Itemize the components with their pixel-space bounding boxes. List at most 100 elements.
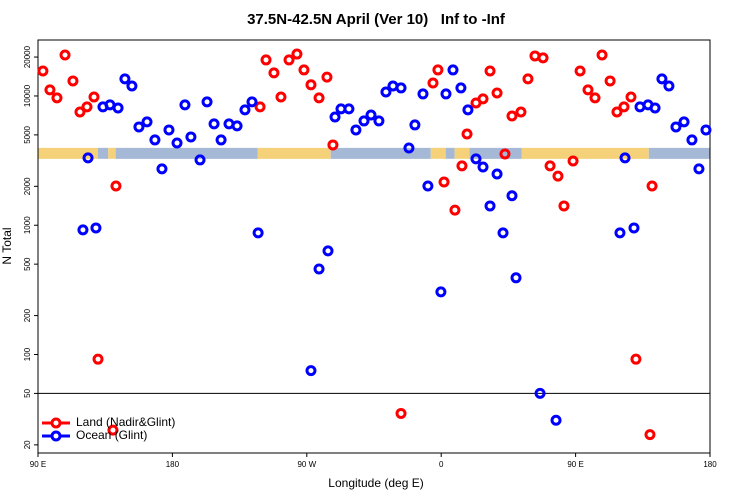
x-tick-label: 180: [703, 460, 717, 469]
x-axis-label: Longitude (deg E): [328, 476, 423, 490]
data-point: [491, 168, 503, 180]
data-point: [462, 104, 474, 116]
data-point: [231, 120, 243, 132]
data-point: [470, 153, 482, 165]
data-point: [534, 387, 546, 399]
data-point: [395, 82, 407, 94]
data-point: [275, 91, 287, 103]
data-point: [558, 200, 570, 212]
x-tick-label: 90 E: [567, 460, 583, 469]
legend-label: Land (Nadir&Glint): [76, 415, 175, 429]
data-point: [510, 272, 522, 284]
data-point: [268, 67, 280, 79]
data-point: [81, 101, 93, 113]
data-point: [126, 80, 138, 92]
data-point: [484, 200, 496, 212]
data-point: [646, 180, 658, 192]
data-point: [589, 92, 601, 104]
data-point: [208, 118, 220, 130]
y-tick-label: 1000: [23, 216, 32, 234]
data-point: [427, 77, 439, 89]
data-point: [544, 160, 556, 172]
data-point: [432, 64, 444, 76]
y-tick-label: 2000: [23, 177, 32, 195]
data-point: [435, 286, 447, 298]
data-point: [670, 121, 682, 133]
data-point: [194, 154, 206, 166]
data-point: [305, 365, 317, 377]
legend-marker: [50, 430, 62, 442]
data-point: [82, 152, 94, 164]
data-point: [201, 96, 213, 108]
data-point: [403, 142, 415, 154]
y-tick-label: 50: [23, 388, 32, 397]
data-point: [477, 93, 489, 105]
y-tick-label: 5000: [23, 125, 32, 143]
data-point: [313, 92, 325, 104]
data-point: [686, 134, 698, 146]
data-point: [239, 104, 251, 116]
data-point: [260, 54, 272, 66]
data-point: [313, 263, 325, 275]
data-point: [422, 180, 434, 192]
data-point: [506, 110, 518, 122]
data-point: [449, 204, 461, 216]
data-point: [619, 152, 631, 164]
data-point: [215, 134, 227, 146]
legend-label: Ocean (Glint): [76, 428, 147, 442]
data-point: [447, 64, 459, 76]
data-point: [491, 87, 503, 99]
data-point: [630, 353, 642, 365]
data-point: [625, 91, 637, 103]
data-point: [90, 222, 102, 234]
data-point: [552, 170, 564, 182]
data-point: [477, 161, 489, 173]
data-point: [37, 65, 49, 77]
data-point: [417, 88, 429, 100]
legend-marker: [50, 417, 62, 429]
data-point: [252, 227, 264, 239]
data-point: [656, 73, 668, 85]
data-point: [582, 84, 594, 96]
data-point: [171, 137, 183, 149]
data-point: [693, 163, 705, 175]
data-point: [322, 245, 334, 257]
data-point: [119, 73, 131, 85]
data-point: [644, 429, 656, 441]
data-point: [77, 224, 89, 236]
data-point: [246, 96, 258, 108]
data-point: [373, 115, 385, 127]
data-point: [649, 102, 661, 114]
data-point: [51, 92, 63, 104]
data-point: [596, 49, 608, 61]
data-point: [44, 84, 56, 96]
y-tick-label: 20: [23, 440, 32, 449]
data-point: [700, 124, 712, 136]
data-point: [149, 134, 161, 146]
data-point: [522, 73, 534, 85]
data-point: [409, 119, 421, 131]
y-tick-label: 500: [23, 257, 32, 271]
data-point: [254, 101, 266, 113]
data-point: [112, 102, 124, 114]
y-tick-label: 20000: [23, 45, 32, 68]
data-point: [678, 116, 690, 128]
y-axis-label: N Total: [0, 227, 14, 264]
data-point: [537, 52, 549, 64]
data-point: [461, 128, 473, 140]
data-point: [343, 103, 355, 115]
data-point: [515, 106, 527, 118]
data-point: [358, 115, 370, 127]
data-point: [305, 79, 317, 91]
chart-title: 37.5N-42.5N April (Ver 10) Inf to -Inf: [247, 11, 506, 28]
plot-frame: [37, 39, 711, 454]
data-point: [506, 190, 518, 202]
data-point: [455, 82, 467, 94]
data-point: [321, 71, 333, 83]
data-point: [618, 101, 630, 113]
x-tick-label: 0: [439, 460, 444, 469]
data-point: [395, 407, 407, 419]
data-point: [156, 163, 168, 175]
y-tick-label: 100: [23, 347, 32, 361]
data-point: [663, 80, 675, 92]
